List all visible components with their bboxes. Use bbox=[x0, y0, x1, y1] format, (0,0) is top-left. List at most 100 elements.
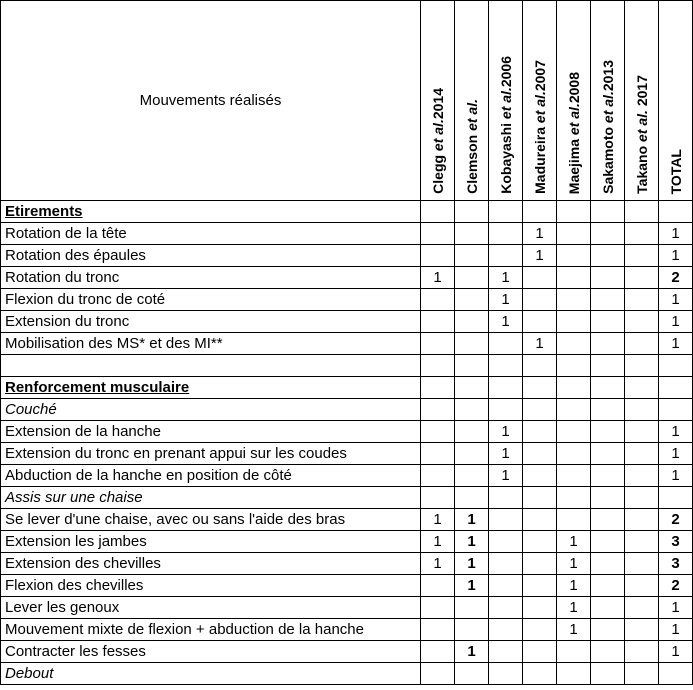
cell bbox=[489, 619, 523, 641]
cell bbox=[523, 531, 557, 553]
cell bbox=[489, 245, 523, 267]
cell bbox=[455, 267, 489, 289]
row-label: Etirements bbox=[1, 201, 421, 223]
cell bbox=[489, 531, 523, 553]
col-madureira-label: Madureira et al.2007 bbox=[532, 54, 548, 200]
table-row: Rotation des épaules11 bbox=[1, 245, 693, 267]
cell: 1 bbox=[489, 465, 523, 487]
table-row: Se lever d'une chaise, avec ou sans l'ai… bbox=[1, 509, 693, 531]
row-label: Abduction de la hanche en position de cô… bbox=[1, 465, 421, 487]
cell bbox=[455, 377, 489, 399]
cell bbox=[523, 355, 557, 377]
cell: 1 bbox=[557, 597, 591, 619]
cell bbox=[557, 245, 591, 267]
cell bbox=[455, 355, 489, 377]
cell bbox=[591, 663, 625, 685]
cell: 1 bbox=[523, 223, 557, 245]
cell bbox=[523, 619, 557, 641]
cell bbox=[489, 399, 523, 421]
cell bbox=[455, 399, 489, 421]
col-maejima-label: Maejima et al.2008 bbox=[566, 66, 582, 200]
cell bbox=[523, 201, 557, 223]
cell bbox=[489, 509, 523, 531]
cell: 1 bbox=[489, 443, 523, 465]
cell: 1 bbox=[489, 421, 523, 443]
cell bbox=[591, 223, 625, 245]
cell bbox=[591, 399, 625, 421]
cell: 1 bbox=[489, 311, 523, 333]
cell bbox=[659, 377, 693, 399]
cell bbox=[421, 201, 455, 223]
cell: 1 bbox=[455, 509, 489, 531]
cell: 1 bbox=[659, 421, 693, 443]
cell bbox=[421, 399, 455, 421]
cell bbox=[489, 355, 523, 377]
table-row: Extension les jambes1113 bbox=[1, 531, 693, 553]
cell bbox=[523, 377, 557, 399]
movements-table: Mouvements réalisés Clegg et al.2014 Cle… bbox=[0, 0, 693, 685]
cell: 1 bbox=[659, 641, 693, 663]
cell bbox=[557, 289, 591, 311]
cell bbox=[421, 487, 455, 509]
cell bbox=[625, 531, 659, 553]
cell: 1 bbox=[659, 245, 693, 267]
cell bbox=[625, 377, 659, 399]
cell bbox=[455, 245, 489, 267]
table-row: Debout bbox=[1, 663, 693, 685]
cell: 1 bbox=[659, 223, 693, 245]
cell bbox=[625, 289, 659, 311]
movements-header: Mouvements réalisés bbox=[1, 1, 421, 201]
cell: 1 bbox=[557, 619, 591, 641]
row-label: Renforcement musculaire bbox=[1, 377, 421, 399]
cell: 3 bbox=[659, 531, 693, 553]
cell: 1 bbox=[659, 333, 693, 355]
col-sakamoto-label: Sakamoto et al.2013 bbox=[600, 54, 616, 200]
cell bbox=[625, 245, 659, 267]
cell bbox=[455, 619, 489, 641]
col-total: TOTAL bbox=[659, 1, 693, 201]
table-row: Extension des chevilles1113 bbox=[1, 553, 693, 575]
cell: 1 bbox=[489, 267, 523, 289]
cell bbox=[523, 399, 557, 421]
cell bbox=[591, 597, 625, 619]
table-row bbox=[1, 355, 693, 377]
row-label: Extension les jambes bbox=[1, 531, 421, 553]
row-label: Flexion du tronc de coté bbox=[1, 289, 421, 311]
table-row: Abduction de la hanche en position de cô… bbox=[1, 465, 693, 487]
cell bbox=[523, 289, 557, 311]
cell bbox=[523, 267, 557, 289]
cell bbox=[659, 201, 693, 223]
cell bbox=[625, 619, 659, 641]
cell bbox=[455, 289, 489, 311]
cell: 1 bbox=[421, 531, 455, 553]
cell bbox=[557, 641, 591, 663]
cell bbox=[591, 641, 625, 663]
cell bbox=[591, 553, 625, 575]
cell: 1 bbox=[659, 465, 693, 487]
row-label: Contracter les fesses bbox=[1, 641, 421, 663]
cell bbox=[421, 421, 455, 443]
cell bbox=[421, 597, 455, 619]
col-clegg-label: Clegg et al.2014 bbox=[430, 82, 446, 200]
row-label: Rotation du tronc bbox=[1, 267, 421, 289]
cell bbox=[591, 267, 625, 289]
col-takano-label: Takano et al. 2017 bbox=[634, 69, 650, 200]
header-row: Mouvements réalisés Clegg et al.2014 Cle… bbox=[1, 1, 693, 201]
cell bbox=[591, 487, 625, 509]
cell bbox=[455, 663, 489, 685]
row-label: Rotation de la tête bbox=[1, 223, 421, 245]
cell bbox=[591, 509, 625, 531]
cell bbox=[523, 575, 557, 597]
cell bbox=[421, 443, 455, 465]
cell bbox=[625, 223, 659, 245]
cell bbox=[591, 575, 625, 597]
cell bbox=[625, 553, 659, 575]
cell bbox=[489, 333, 523, 355]
cell bbox=[557, 267, 591, 289]
cell: 1 bbox=[421, 509, 455, 531]
cell bbox=[421, 245, 455, 267]
col-maejima: Maejima et al.2008 bbox=[557, 1, 591, 201]
cell bbox=[489, 663, 523, 685]
cell bbox=[489, 575, 523, 597]
cell bbox=[625, 355, 659, 377]
